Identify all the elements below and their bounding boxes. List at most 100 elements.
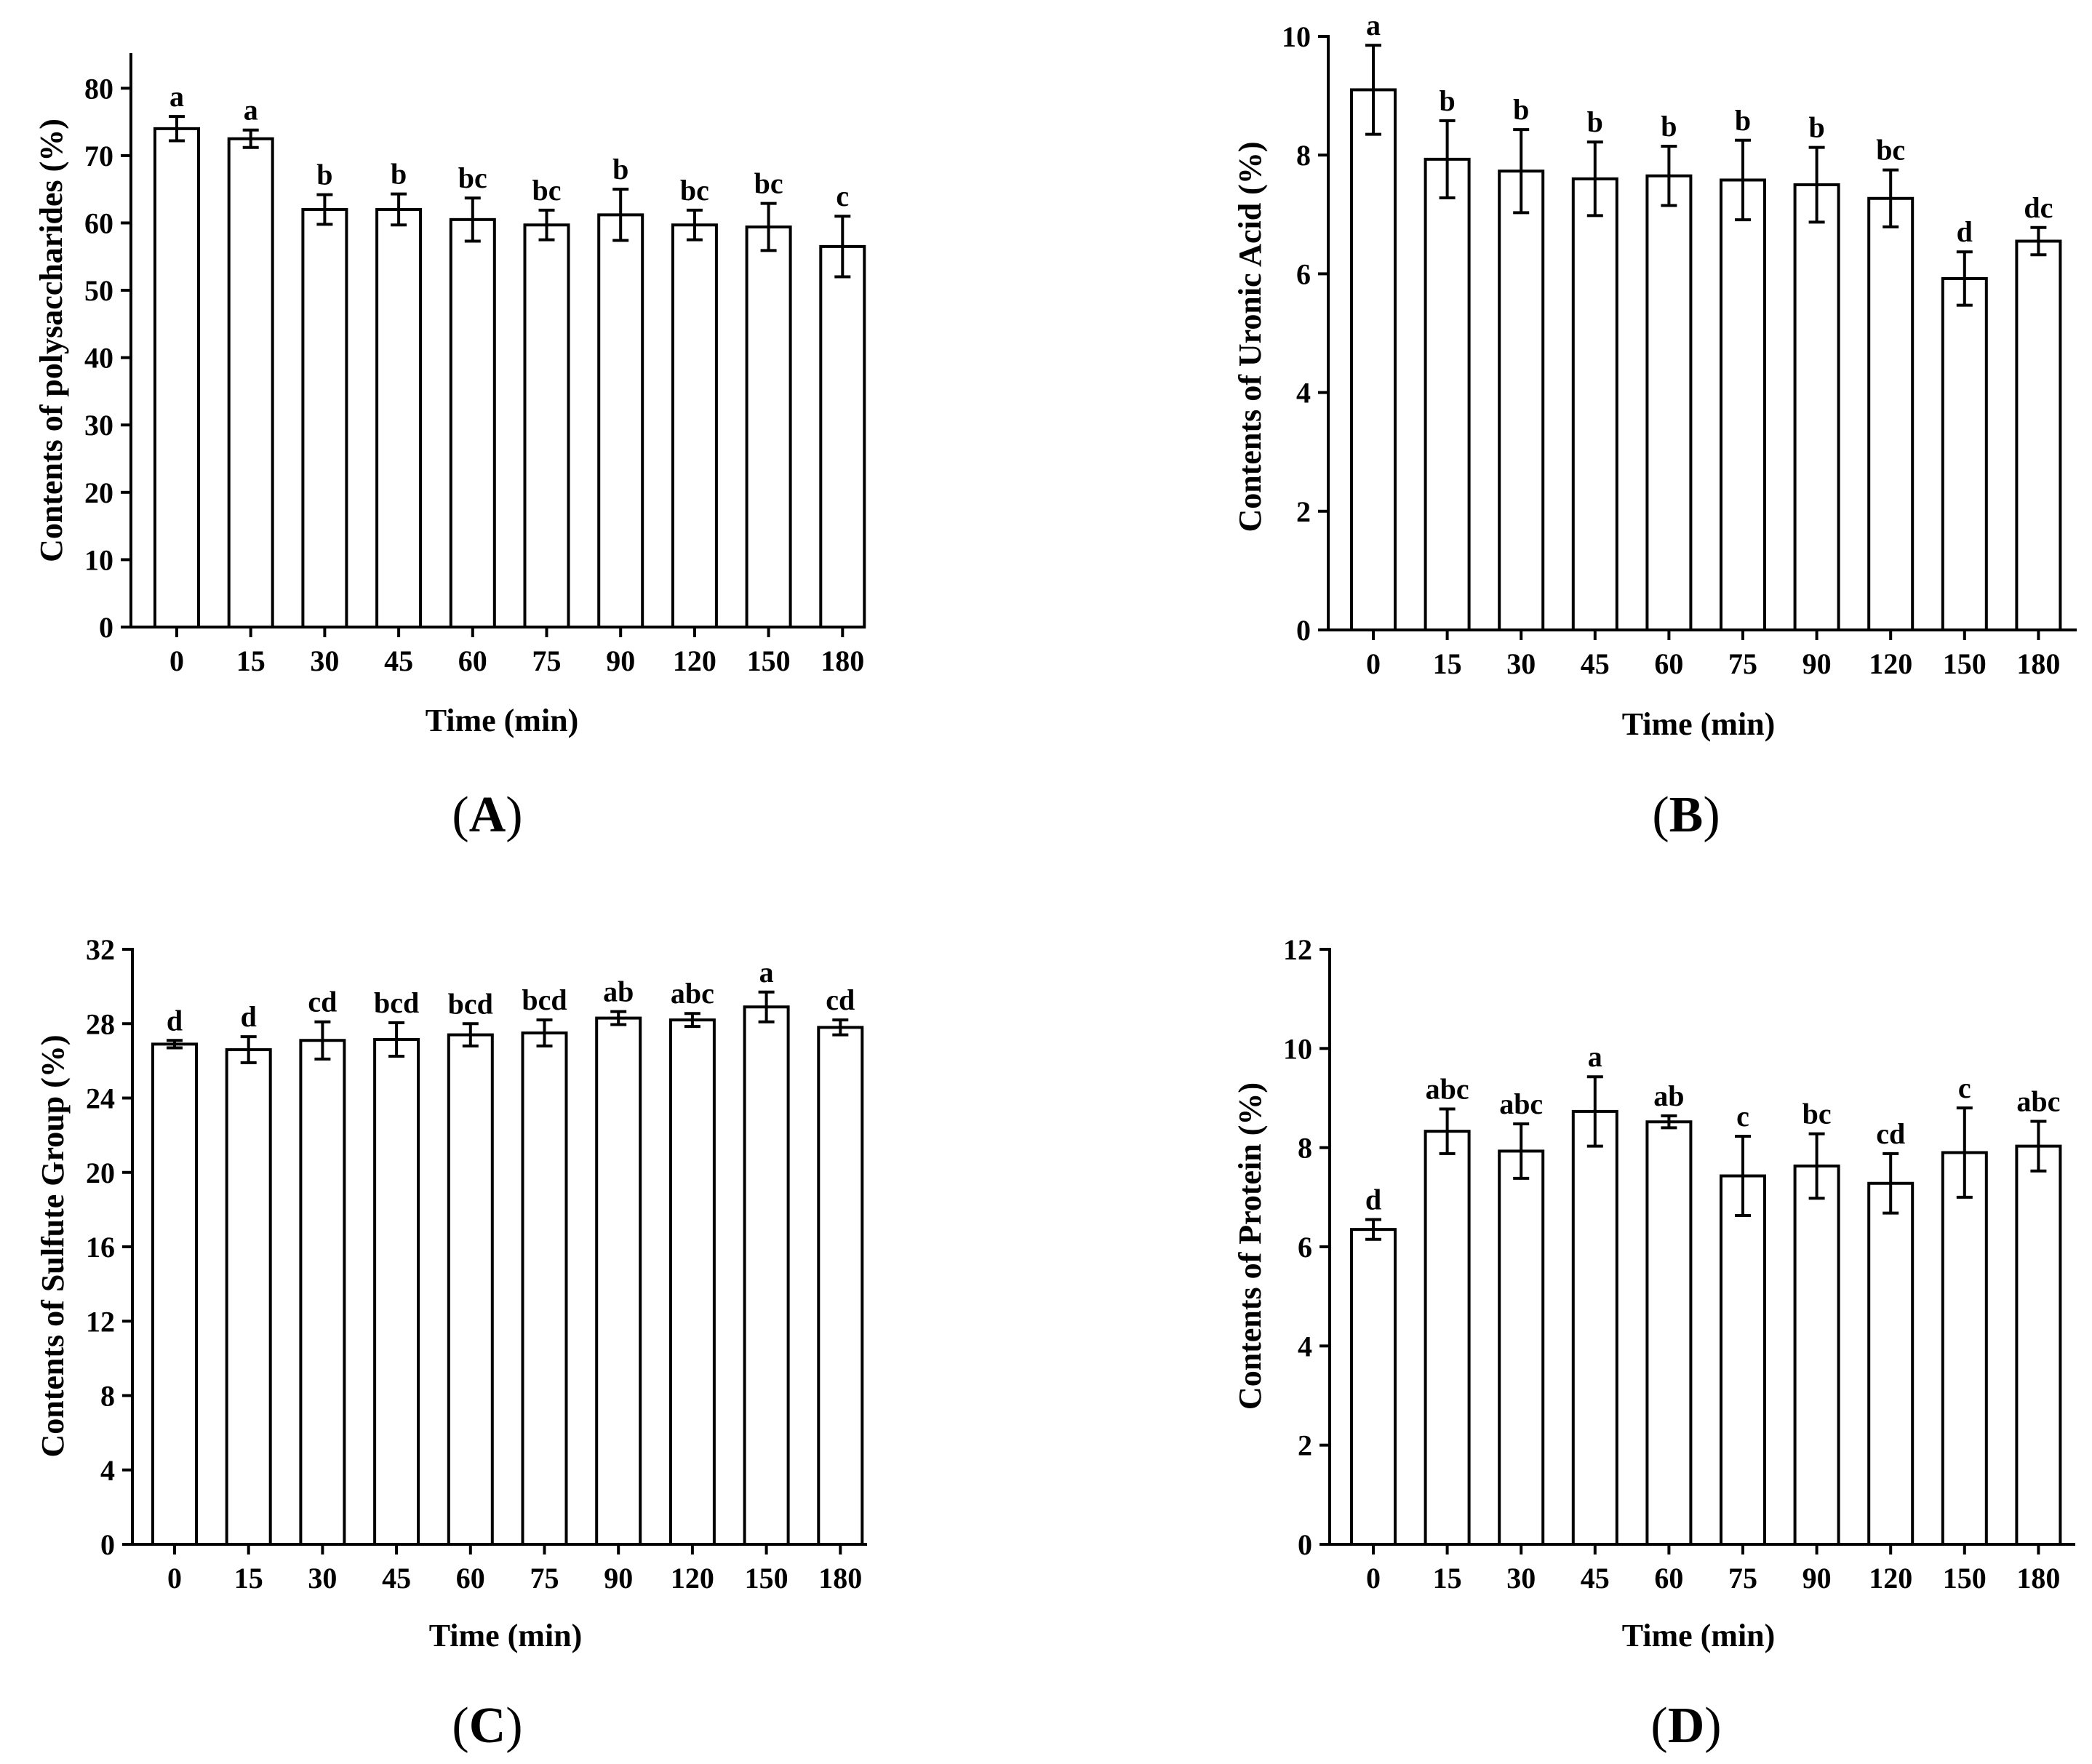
panel-b-significance-label: dc (2024, 191, 2053, 224)
panel-d-significance-label: a (1588, 1040, 1602, 1073)
panel-a-x-axis-title: Time (min) (426, 703, 579, 738)
panel-b-x-tick-label: 75 (1728, 647, 1757, 680)
panel-d-y-tick-label: 0 (1298, 1528, 1312, 1561)
panel-b-bar (1867, 196, 1915, 631)
panel-b-bar (1645, 174, 1693, 631)
panel-b-x-tick-label: 60 (1654, 647, 1683, 680)
panel-c-significance-label: bcd (448, 987, 493, 1020)
panel-d-bar (1350, 1228, 1397, 1547)
panel-c-significance-label: ab (603, 975, 634, 1008)
panel-b-y-tick-label: 2 (1296, 495, 1311, 528)
panel-c-significance-label: cd (308, 986, 337, 1018)
panel-a-y-tick-label: 0 (99, 611, 113, 644)
panel-d-x-tick-label: 30 (1506, 1562, 1536, 1595)
panel-b-bar (1720, 178, 1766, 632)
panel-a-bar (227, 137, 274, 628)
panel-a-x-tick-label: 45 (384, 644, 413, 677)
panel-c-bar (595, 1016, 642, 1547)
panel-d-x-tick-label: 15 (1433, 1562, 1462, 1595)
panel-a-significance-label: a (169, 80, 184, 113)
panel-c-y-axis-title: Contents of Sulfute Group (%) (35, 1034, 71, 1457)
panel-b-bar (1571, 177, 1618, 631)
panel-c-bar (668, 1018, 716, 1546)
panel-b-x-tick-label: 120 (1869, 647, 1912, 680)
panel-a-y-tick-label: 40 (84, 342, 113, 375)
panel-a-bar (153, 127, 200, 629)
panel-d-x-tick-label: 45 (1581, 1562, 1610, 1595)
panel-a-bar (819, 244, 866, 628)
panel-c-label-letter: C (469, 1698, 506, 1754)
panel-a-x-tick-label: 0 (169, 644, 184, 677)
panel-d-bar (1941, 1151, 1988, 1546)
panel-d-significance-label: bc (1802, 1098, 1832, 1130)
panel-a-y-tick-label: 70 (84, 140, 113, 172)
panel-c-bar (299, 1039, 346, 1546)
panel-c-y-tick-label: 16 (86, 1231, 115, 1264)
panel-d-bar (2015, 1144, 2062, 1547)
panel-c-significance-label: bcd (374, 986, 419, 1019)
panel-c-y-tick-label: 8 (100, 1380, 115, 1413)
panel-a-x-tick-label: 60 (458, 644, 487, 677)
panel-a-significance-label: bc (680, 174, 709, 207)
panel-b-bar (1498, 169, 1545, 631)
panel-b-x-tick-label: 90 (1802, 647, 1832, 680)
panel-b-significance-label: b (1661, 110, 1677, 143)
panel-a-x-tick-label: 120 (673, 644, 716, 677)
panel-a-significance-label: bc (458, 161, 487, 194)
panel-c-bar (521, 1031, 568, 1546)
panel-c-y-tick-label: 0 (100, 1528, 115, 1561)
panel-d-significance-label: abc (1426, 1072, 1469, 1105)
panel-d-bar (1571, 1109, 1618, 1546)
panel-c-x-axis-title: Time (min) (429, 1618, 583, 1653)
panel-d-y-tick-label: 8 (1298, 1132, 1312, 1165)
panel-b-y-tick-label: 6 (1296, 258, 1311, 290)
panel-a-bar (523, 223, 570, 628)
panel-a-significance-label: bc (532, 174, 562, 207)
panel-d-x-tick-label: 75 (1728, 1562, 1757, 1595)
panel-d-x-axis-title: Time (min) (1622, 1618, 1776, 1653)
panel-a: Contents of polysaccharides (%) Time (mi… (33, 53, 866, 843)
panel-c-bar (447, 1033, 494, 1546)
panel-c-bar (373, 1037, 420, 1546)
panel-d-x-tick-label: 0 (1366, 1562, 1381, 1595)
panel-a-y-tick-label: 60 (84, 207, 113, 239)
panel-c-significance-label: bcd (522, 983, 567, 1016)
panel-a-significance-label: b (316, 159, 332, 191)
panel-c-y-tick-label: 20 (86, 1157, 115, 1189)
panel-b-label-letter: B (1669, 787, 1704, 843)
panel-d-significance-label: abc (2016, 1085, 2060, 1118)
panel-b-y-tick-label: 10 (1282, 20, 1311, 53)
panel-c-y-tick-label: 28 (86, 1007, 115, 1040)
panel-d-bar (1498, 1149, 1545, 1546)
panel-b-x-tick-label: 0 (1366, 647, 1381, 680)
panel-c-bar (743, 1005, 790, 1546)
panel-c-x-tick-label: 60 (456, 1562, 485, 1595)
panel-d-bar (1720, 1174, 1766, 1546)
panel-c-y-tick-label: 4 (100, 1454, 115, 1487)
panel-c-x-tick-label: 150 (745, 1562, 789, 1595)
panel-d: Contents of Protein (%) Time (min) (D) 0… (1232, 933, 2075, 1754)
panel-a-significance-label: c (836, 180, 849, 212)
panel-d-significance-label: c (1958, 1071, 1971, 1104)
panel-b-y-tick-label: 8 (1296, 139, 1311, 172)
panel-b-x-tick-label: 180 (2016, 647, 2060, 680)
panel-d-significance-label: c (1736, 1100, 1749, 1133)
panel-a-bar (375, 207, 423, 628)
panel-c-y-tick-label: 24 (86, 1082, 115, 1115)
panel-d-label: (D) (1650, 1698, 1721, 1754)
panel-b-label: (B) (1652, 787, 1720, 843)
panel-b-x-axis-title: Time (min) (1622, 706, 1776, 742)
panel-d-bar (1793, 1164, 1840, 1546)
panel-c-x-tick-label: 75 (530, 1562, 559, 1595)
panel-d-significance-label: cd (1876, 1117, 1905, 1150)
panel-c-bar (225, 1048, 272, 1546)
panel-c-significance-label: a (759, 956, 774, 989)
panel-d-bar (1424, 1130, 1471, 1546)
panel-d-x-tick-label: 90 (1802, 1562, 1832, 1595)
panel-c-label: (C) (452, 1698, 522, 1754)
panel-a-bar (449, 217, 496, 628)
panel-a-y-tick-label: 80 (84, 72, 113, 105)
panel-d-y-tick-label: 12 (1283, 933, 1312, 966)
panel-c-y-tick-label: 32 (86, 933, 115, 966)
